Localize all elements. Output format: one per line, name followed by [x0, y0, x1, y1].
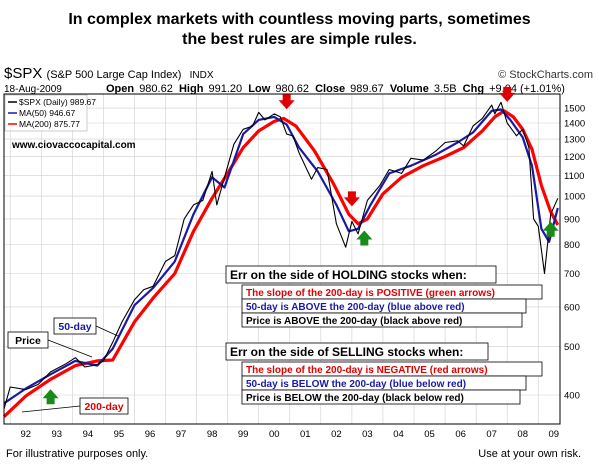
ma200-callout: 200-day: [21, 397, 129, 415]
x-tick-label: 03: [362, 429, 373, 440]
headline: In complex markets with countless moving…: [0, 10, 599, 50]
volume-label: Volume: [389, 83, 429, 95]
headline-line-2: the best rules are simple rules.: [182, 31, 417, 48]
red-down-arrow-icon: [278, 94, 295, 110]
low-value: 980.62: [275, 83, 309, 95]
ma200-line: [2, 109, 560, 418]
volume-value: 3.5B: [433, 83, 457, 95]
y-tick-label: 1000: [564, 192, 585, 203]
holding-box: Err on the side of HOLDING stocks when: …: [225, 265, 543, 328]
x-tick-label: 08: [517, 429, 528, 440]
holding-line-3: Price is ABOVE the 200-day (black above …: [246, 316, 462, 327]
y-tick-label: 800: [564, 240, 580, 251]
red-down-arrow-icon: [499, 86, 516, 102]
x-tick-label: 01: [300, 429, 311, 440]
holding-line-3-box: [241, 312, 523, 328]
selling-title: Err on the side of SELLING stocks when:: [230, 345, 463, 359]
chg-label: Chg: [462, 83, 485, 95]
price-label: Price: [15, 335, 41, 347]
holding-title: Err on the side of HOLDING stocks when:: [230, 268, 467, 282]
y-tick-label: 1300: [564, 135, 585, 146]
legend-ma200: MA(200) 875.77: [19, 119, 80, 129]
x-tick-label: 06: [455, 429, 466, 440]
y-tick-label: 1100: [564, 171, 584, 182]
selling-box: Err on the side of SELLING stocks when: …: [225, 342, 543, 405]
series-lines: [2, 101, 560, 418]
x-tick-label: 05: [424, 429, 435, 440]
legend: $SPX (Daily) 989.67 MA(50) 946.67 MA(200…: [4, 94, 96, 132]
y-tick-label: 1500: [564, 104, 585, 115]
x-tick-label: 94: [83, 429, 94, 440]
selling-line-2: 50-day is BELOW the 200-day (blue below …: [246, 379, 466, 390]
selling-line-3-box: [241, 389, 521, 405]
price-line: [3, 101, 559, 410]
footer-disclaimer: For illustrative purposes only.: [6, 448, 149, 460]
close-value: 989.67: [350, 83, 384, 95]
ma50-label: 50-day: [58, 321, 91, 333]
holding-title-box: [225, 265, 497, 284]
low-label: Low: [248, 83, 271, 95]
x-tick-label: 96: [145, 429, 156, 440]
x-tick-label: 98: [207, 429, 218, 440]
holding-line-2: 50-day is ABOVE the 200-day (blue above …: [246, 302, 465, 313]
holding-line-1: The slope of the 200-day is POSITIVE (gr…: [246, 288, 495, 299]
y-axis-labels: 400 500 600 700 800 900 1000 1100 1200 1300 1400 15…: [564, 104, 585, 402]
x-axis-labels: 92 93 94 95 96 97 98 99 00 01 02 03 04 05 06 07 08 09: [20, 429, 559, 440]
high-label: High: [178, 83, 204, 95]
brand: © StockCharts.com: [498, 69, 593, 81]
y-tick-label: 1400: [564, 118, 585, 129]
index-tag: INDX: [189, 70, 214, 81]
x-tick-label: 09: [548, 429, 559, 440]
close-label: Close: [315, 83, 346, 95]
legend-ma50: MA(50) 946.67: [19, 108, 75, 118]
y-tick-label: 400: [564, 391, 580, 402]
x-tick-label: 99: [238, 429, 249, 440]
website-label: www.ciovaccocapital.com: [11, 140, 136, 151]
quote-date: 18-Aug-2009: [4, 84, 62, 95]
y-tick-label: 700: [564, 269, 580, 280]
y-tick-label: 900: [564, 214, 580, 225]
x-tick-label: 95: [114, 429, 125, 440]
green-up-arrow-icon: [542, 221, 559, 237]
selling-line-1: The slope of the 200-day is NEGATIVE (re…: [246, 365, 488, 376]
x-tick-label: 02: [331, 429, 342, 440]
high-value: 991.20: [208, 83, 243, 95]
symbol-title: $SPX (S&P 500 Large Cap Index) INDX: [4, 65, 214, 82]
x-tick-label: 97: [176, 429, 187, 440]
plot-frame: [3, 93, 561, 425]
y-tick-label: 500: [564, 342, 580, 353]
ma200-label: 200-day: [84, 401, 123, 413]
green-up-arrow-icon: [356, 230, 373, 246]
y-tick-label: 1200: [564, 152, 585, 163]
open-value: 980.62: [139, 83, 173, 95]
symbol-name: (S&P 500 Large Cap Index): [46, 69, 182, 81]
quote-line: Open 980.62 High 991.20 Low 980.62 Close…: [106, 83, 565, 95]
x-tick-label: 00: [269, 429, 280, 440]
x-tick-label: 93: [52, 429, 63, 440]
footer-risk: Use at your own risk.: [478, 448, 581, 460]
x-tick-label: 04: [393, 429, 404, 440]
price-callout: Price: [7, 331, 93, 358]
y-tick-label: 600: [564, 302, 580, 313]
x-tick-label: 07: [486, 429, 497, 440]
signal-arrows: [42, 86, 559, 405]
symbol: $SPX: [4, 65, 43, 82]
selling-title-box: [225, 342, 489, 361]
legend-box: [4, 94, 88, 132]
ma50-callout: 50-day: [53, 317, 119, 337]
headline-line-1: In complex markets with countless moving…: [68, 11, 531, 28]
ma50-pointer: [95, 325, 119, 337]
x-tick-label: 92: [20, 429, 31, 440]
selling-line-3: Price is BELOW the 200-day (black below …: [246, 393, 464, 404]
green-up-arrow-icon: [42, 389, 59, 405]
open-label: Open: [106, 83, 135, 95]
legend-price: $SPX (Daily) 989.67: [19, 97, 96, 107]
price-pointer: [47, 339, 93, 358]
ma200-pointer: [21, 405, 81, 413]
red-down-arrow-icon: [343, 191, 360, 207]
